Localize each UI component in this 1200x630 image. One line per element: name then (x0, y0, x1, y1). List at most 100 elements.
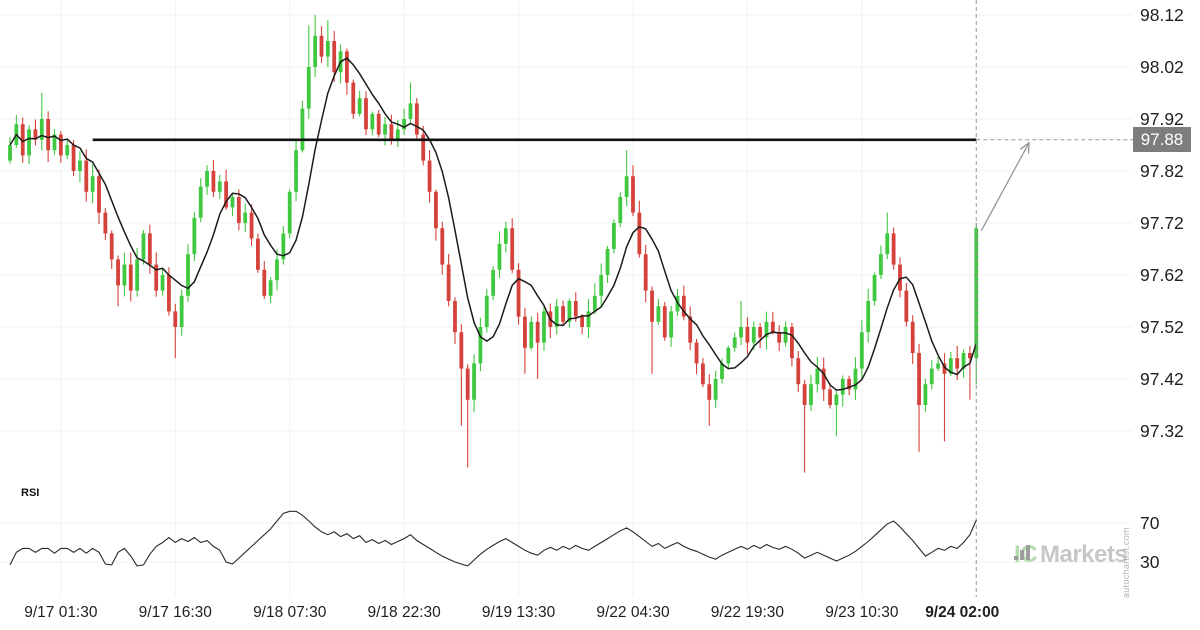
candle (510, 228, 515, 270)
y-axis-label: 98.12 (1140, 5, 1184, 25)
candle (186, 254, 190, 296)
candle (942, 363, 947, 374)
candle (8, 145, 12, 161)
candle (205, 171, 209, 187)
candle (370, 113, 375, 130)
candle (694, 342, 699, 364)
candle (802, 384, 807, 405)
y-axis-label: 98.02 (1140, 57, 1184, 77)
candle (243, 212, 248, 223)
candle (275, 259, 279, 281)
candle (453, 301, 457, 333)
candle (656, 306, 661, 322)
candle (936, 363, 941, 369)
candle (688, 316, 693, 343)
candle (618, 197, 623, 223)
candle (599, 275, 604, 296)
candle (523, 316, 527, 348)
candle (929, 368, 934, 385)
candle (198, 186, 203, 218)
candle (516, 269, 521, 317)
x-axis-label: 9/23 10:30 (825, 604, 899, 621)
candle (414, 103, 419, 135)
candle (529, 321, 534, 348)
candle (408, 103, 413, 119)
candle (300, 108, 305, 151)
icmarkets-watermark: IC Markets (1014, 541, 1128, 569)
candle (224, 181, 229, 208)
x-axis-label: 9/18 07:30 (253, 604, 327, 621)
candle (65, 145, 70, 156)
candle (20, 124, 25, 156)
candle (720, 363, 724, 379)
candle (27, 129, 31, 156)
candle (707, 384, 712, 400)
candle (828, 389, 832, 405)
bar-chart-icon (1014, 545, 1030, 560)
candle (955, 358, 960, 369)
candle (592, 295, 597, 312)
candle (624, 176, 629, 197)
watermark-ic: IC (1014, 541, 1038, 568)
candle (154, 264, 159, 291)
candle (141, 233, 146, 260)
candle (383, 124, 387, 135)
x-axis-label: 9/22 19:30 (711, 604, 785, 621)
candle (961, 353, 966, 369)
candle (294, 150, 298, 192)
candle (313, 35, 318, 67)
y-axis-label: 97.52 (1140, 317, 1184, 337)
candle (770, 321, 775, 333)
candle (809, 384, 813, 405)
candle (713, 379, 718, 400)
candle (478, 327, 483, 364)
candle (71, 145, 76, 171)
candle (821, 368, 826, 390)
candle (376, 113, 381, 135)
candle (58, 134, 63, 156)
ma-line (9, 57, 978, 391)
candle (561, 306, 565, 322)
candle (167, 275, 171, 312)
candle (46, 119, 51, 151)
candle (421, 134, 426, 161)
candle (427, 160, 432, 192)
candle (701, 363, 705, 385)
candle (847, 379, 852, 390)
candle (554, 306, 559, 327)
candle (256, 238, 260, 270)
candle (948, 358, 953, 374)
candle (542, 311, 546, 343)
candle (790, 327, 794, 359)
candle (739, 327, 743, 338)
candle (497, 243, 502, 270)
candle (815, 368, 820, 385)
y-axis-label: 97.72 (1140, 213, 1184, 233)
candle (503, 228, 508, 244)
candle (917, 353, 921, 405)
candle (109, 233, 114, 260)
candle (446, 264, 451, 301)
candle (39, 119, 44, 140)
candle (249, 212, 254, 239)
candle (637, 212, 642, 255)
candle (885, 233, 890, 255)
candle (879, 254, 883, 275)
candle (268, 280, 273, 296)
candle (866, 301, 871, 333)
rsi-line (9, 510, 977, 567)
candle (211, 171, 216, 192)
candle (853, 368, 858, 390)
candle (535, 321, 540, 343)
candle (923, 384, 928, 405)
rsi-pane-label: RSI (21, 487, 40, 499)
candle (90, 176, 95, 192)
breakout-arrow (980, 142, 1030, 232)
candle (147, 233, 152, 265)
candle (52, 134, 57, 151)
candle (173, 311, 178, 327)
candle (97, 176, 101, 213)
candle (859, 332, 864, 369)
